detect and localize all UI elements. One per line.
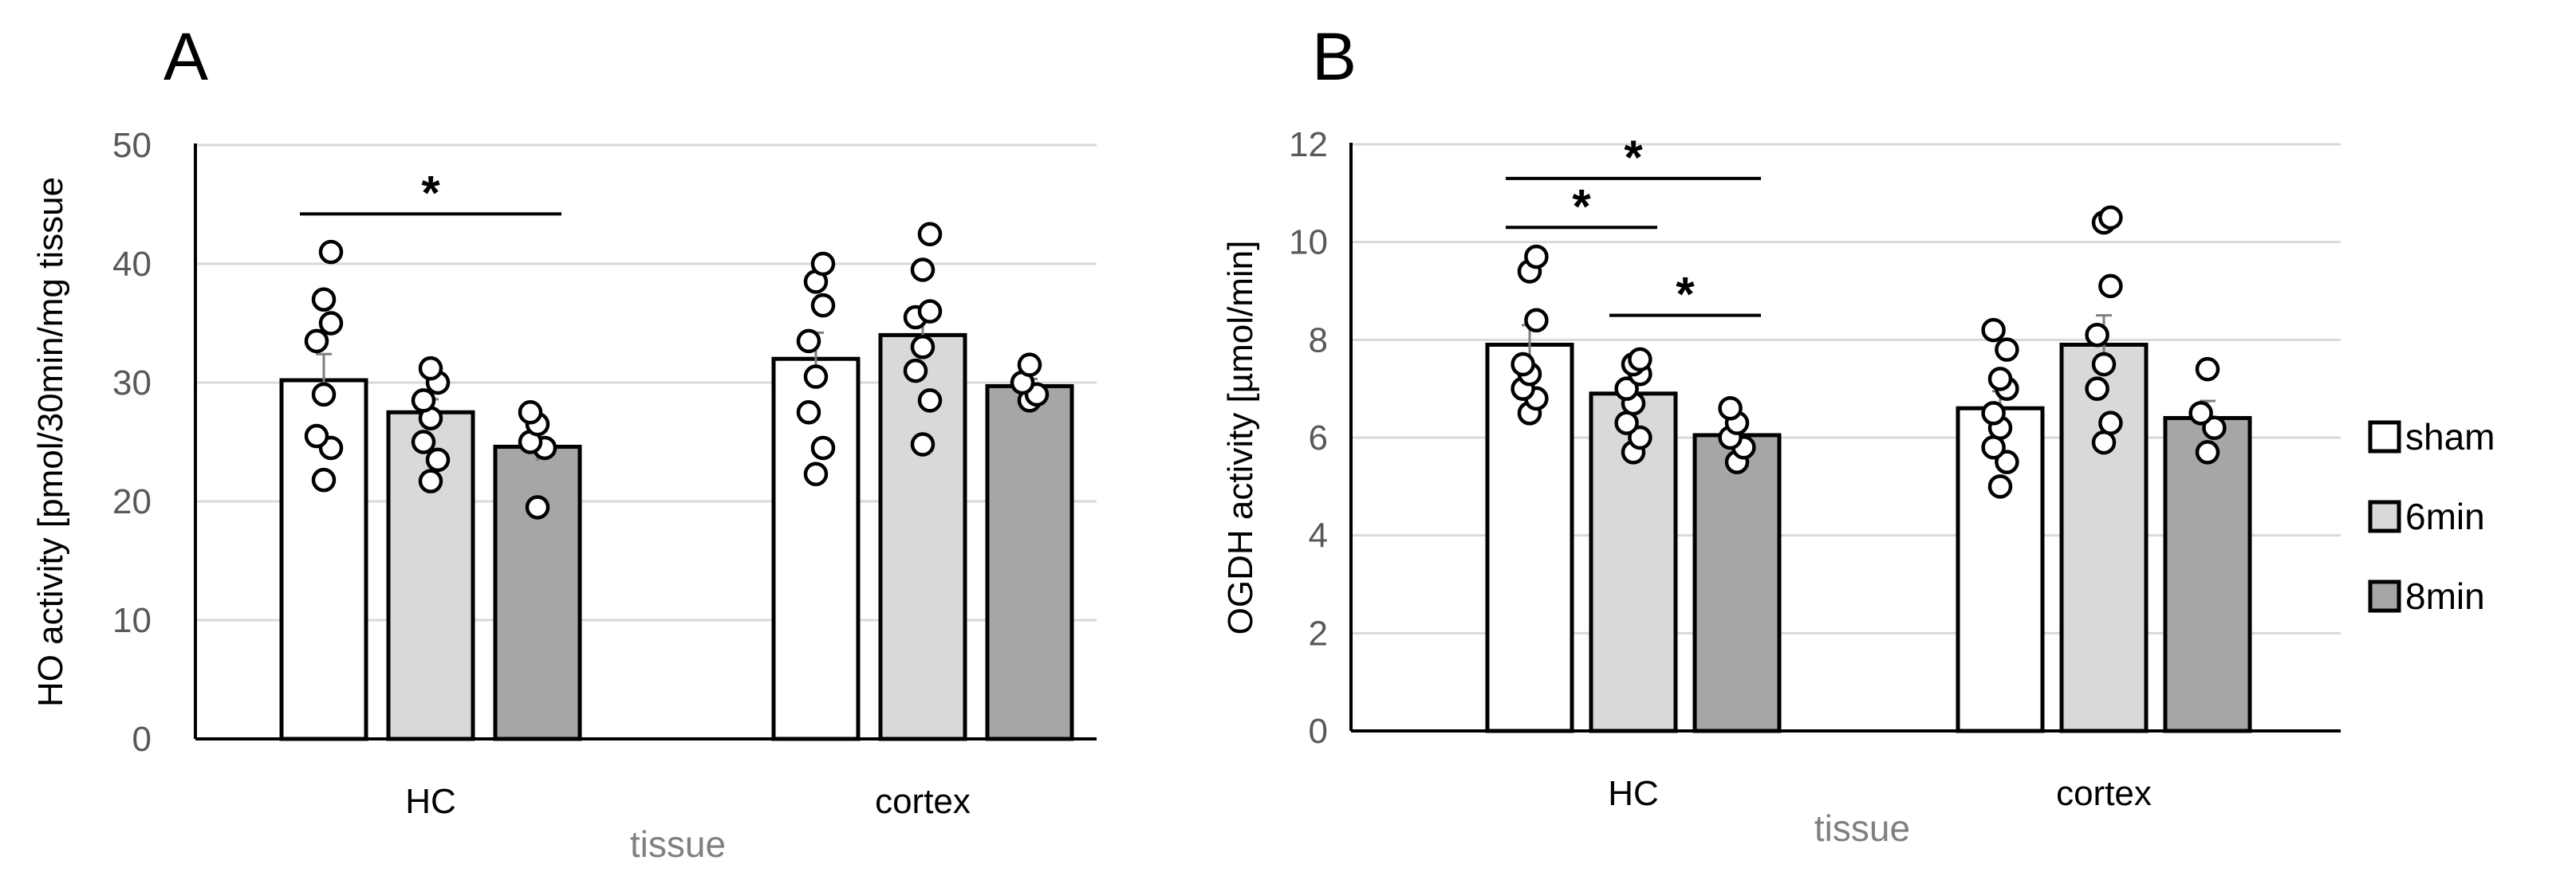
data-point [2091,430,2117,455]
data-point [418,356,443,381]
data-point [518,400,543,425]
data-point [796,328,821,354]
significance-marker: * [1676,268,1695,321]
panel-letter: B [1312,19,1357,94]
data-point [425,447,451,473]
bar [493,444,582,741]
y-axis-title: OGDH activity [µmol/min] [1221,241,1260,635]
data-point [2091,352,2117,377]
data-point [2098,205,2123,230]
data-point [1981,317,2006,343]
x-category-label: HC [405,782,456,821]
data-point [810,251,836,277]
significance-marker: * [1572,179,1591,233]
data-point [917,299,943,324]
data-point [2188,401,2213,426]
bar [985,383,1074,741]
significance-marker: * [1624,131,1643,184]
data-point [318,311,344,336]
data-point [803,462,829,486]
data-point [411,430,436,454]
legend-label: 6min [2405,496,2485,537]
data-point [810,435,836,461]
bar [2059,342,2149,733]
data-point [311,287,337,312]
data-point [311,382,337,407]
panel-b: B 0 2 4 6 8 10 12 OGDH activity [µmol/min] HC cort… [1221,19,2341,849]
legend-label: 8min [2405,575,2485,617]
panel-letter: A [163,19,208,94]
data-point [910,257,935,282]
y-tick-label: 50 [112,126,152,165]
data-point [1987,367,2013,391]
data-point [1981,401,2006,426]
bar [2163,415,2252,733]
x-axis-title: tissue [630,823,726,865]
y-tick-label: 10 [1289,223,1328,262]
data-point [903,358,928,383]
data-point [1628,347,1652,372]
data-point [1524,244,1549,269]
data-point [2085,376,2109,401]
data-point [1981,435,2006,460]
data-point [1614,376,1639,401]
y-axis-title: HO activity [pmol/30min/mg tissue [31,177,70,707]
x-axis-title: tissue [1814,807,1910,849]
data-point [1614,411,1639,435]
data-point [311,467,337,493]
y-tick-label: 4 [1309,517,1328,556]
legend: sham 6min 8min [2368,416,2495,617]
legend-label: sham [2405,416,2495,458]
data-point [2098,411,2123,435]
significance-marker: * [421,166,440,219]
data-point [810,293,836,318]
data-point [796,400,821,425]
legend-swatch [2368,500,2401,533]
data-point [1718,395,1743,421]
data-point [318,239,344,265]
x-category-label: cortex [2056,774,2152,813]
data-point [1995,337,2019,362]
data-point [418,469,443,493]
data-point [411,388,436,413]
y-tick-label: 40 [112,245,152,284]
data-point [917,222,943,246]
x-category-label: HC [1608,774,1659,813]
data-point [2195,440,2220,465]
data-point [304,328,329,354]
data-point [803,364,829,389]
data-point [525,495,550,520]
y-tick-label: 8 [1309,320,1328,359]
data-point [2098,273,2123,299]
y-tick-label: 10 [112,601,152,640]
data-point [2202,415,2227,440]
data-point [1524,308,1549,333]
data-point [1987,474,2013,499]
data-point [1995,450,2019,474]
data-point [910,432,935,457]
y-tick-label: 20 [112,482,152,521]
y-tick-label: 0 [1309,712,1328,751]
y-tick-label: 2 [1309,614,1328,653]
y-tick-label: 0 [132,720,152,759]
data-point [2085,322,2109,348]
data-point [2195,356,2220,382]
y-tick-label: 6 [1309,418,1328,458]
legend-swatch [2368,579,2401,613]
data-point [1017,352,1042,377]
bar [1692,433,1782,733]
y-tick-label: 12 [1289,125,1328,164]
data-point [1511,352,1535,377]
y-tick-label: 30 [112,363,152,403]
data-point [910,335,935,359]
legend-swatch [2368,420,2401,454]
panel-a: A 0 10 20 30 40 50 HO activity [pmol/30min/mg t… [31,19,1097,865]
data-point [304,423,329,449]
x-category-label: cortex [875,782,971,821]
data-point [917,388,943,413]
data-point [1628,425,1652,450]
